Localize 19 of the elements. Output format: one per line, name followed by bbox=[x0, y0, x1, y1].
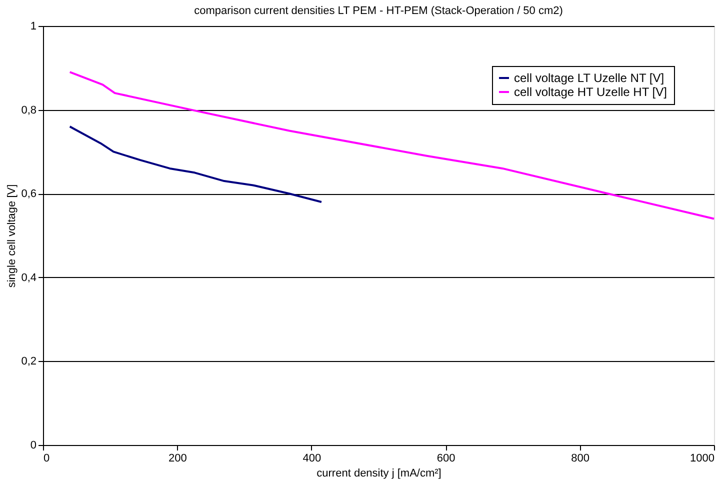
line-series bbox=[68, 71, 715, 220]
x-tick-label: 0 bbox=[44, 452, 50, 464]
y-tick-label: 0,4 bbox=[21, 272, 36, 284]
x-tick-label: 800 bbox=[571, 452, 590, 464]
x-axis-title: current density j [mA/cm²] bbox=[316, 468, 442, 480]
y-tick-label: 0,8 bbox=[21, 104, 36, 116]
x-tick-label: 400 bbox=[302, 452, 322, 464]
x-tick-label: 600 bbox=[436, 452, 456, 464]
y-tick-label: 0,6 bbox=[21, 188, 36, 200]
x-tick-label: 200 bbox=[168, 452, 187, 464]
legend-label: cell voltage LT Uzelle NT [V] bbox=[514, 71, 664, 85]
line-series bbox=[68, 126, 322, 203]
chart-title: comparison current densities LT PEM - HT-PEM (Stack-Operation / 50 cm2) bbox=[194, 5, 563, 17]
y-axis-title: single cell voltage [V] bbox=[6, 184, 18, 288]
y-tick-label: 0 bbox=[30, 440, 36, 452]
y-tick-label: 1 bbox=[30, 20, 36, 32]
x-tick-label: 1000 bbox=[690, 452, 714, 464]
y-tick-label: 0,2 bbox=[21, 356, 36, 368]
legend-label: cell voltage HT Uzelle HT [V] bbox=[514, 85, 667, 99]
